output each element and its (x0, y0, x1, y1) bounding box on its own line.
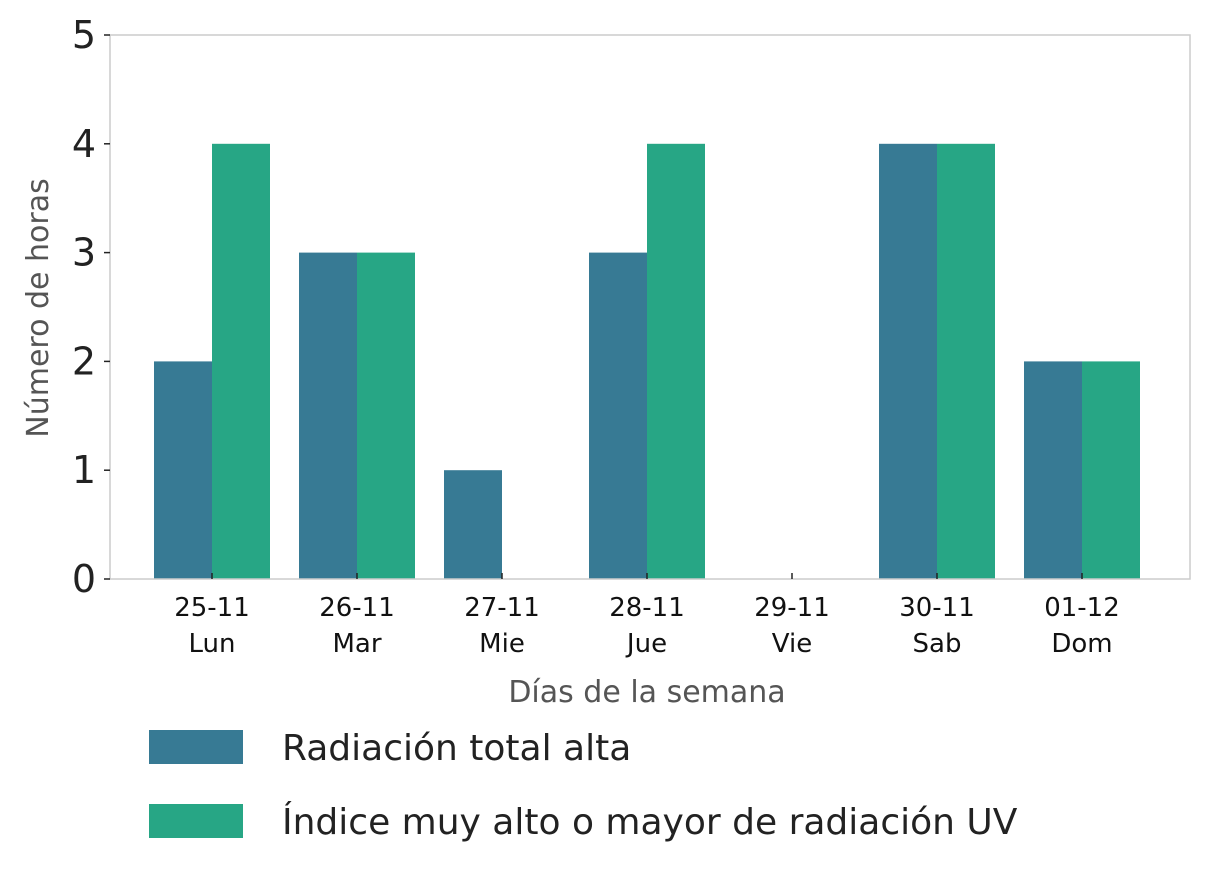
legend: Radiación total alta Índice muy alto o ma… (149, 728, 1018, 843)
legend-label: Radiación total alta (282, 728, 631, 769)
bar-indice-uv-01-12 (1082, 361, 1140, 579)
bar-indice-uv-26-11 (357, 252, 415, 579)
x-tick-date: 25-11 (174, 593, 250, 623)
x-tick-day: Sab (913, 629, 962, 659)
x-tick-date: 27-11 (464, 593, 540, 623)
bar-radiacion-total-26-11 (299, 252, 357, 579)
y-axis-label: Número de horas (21, 178, 56, 437)
legend-swatch (149, 730, 243, 764)
x-tick-day: Jue (625, 629, 667, 659)
x-tick-day: Dom (1051, 629, 1112, 659)
bar-radiacion-total-27-11 (444, 470, 502, 579)
y-tick-label: 1 (72, 448, 96, 492)
x-axis: 25-11 Lun 26-11 Mar 27-11 Mie 28-11 Jue 29-11 Vie… (174, 573, 1120, 659)
legend-label: Índice muy alto o mayor de radiación UV (282, 801, 1018, 843)
y-tick-label: 2 (72, 339, 96, 383)
bar-radiacion-total-30-11 (879, 143, 937, 580)
y-tick-label: 3 (72, 231, 96, 275)
x-tick-day: Mie (479, 629, 525, 659)
legend-swatch (149, 804, 243, 838)
x-tick-date: 30-11 (899, 593, 975, 623)
x-tick-date: 28-11 (609, 593, 685, 623)
bar-radiacion-total-25-11 (154, 361, 212, 579)
bar-indice-uv-30-11 (937, 143, 995, 580)
y-tick-label: 0 (72, 557, 96, 601)
bars-layer (154, 143, 1140, 580)
y-tick-label: 4 (72, 122, 96, 166)
x-tick-date: 26-11 (319, 593, 395, 623)
x-tick-date: 29-11 (754, 593, 830, 623)
x-tick-day: Vie (772, 629, 812, 659)
bar-indice-uv-28-11 (647, 143, 705, 580)
x-tick-day: Mar (332, 629, 381, 659)
y-tick-label: 5 (72, 13, 96, 57)
y-axis: 0 1 2 3 4 5 (72, 13, 110, 601)
x-tick-date: 01-12 (1044, 593, 1120, 623)
bar-radiacion-total-01-12 (1024, 361, 1082, 579)
x-axis-label: Días de la semana (508, 675, 785, 710)
bar-indice-uv-25-11 (212, 143, 270, 580)
x-tick-day: Lun (189, 629, 236, 659)
bar-radiacion-total-28-11 (589, 252, 647, 579)
plot-frame (109, 34, 1191, 580)
